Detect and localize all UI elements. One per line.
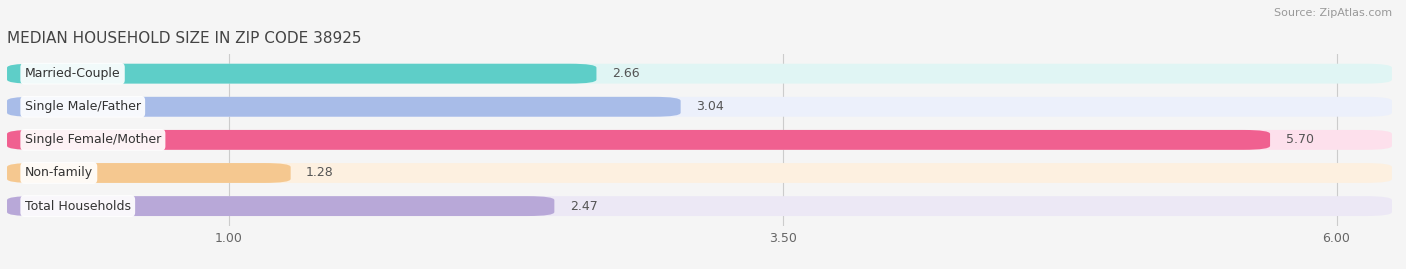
Text: 1.28: 1.28 [307,167,333,179]
Text: 2.66: 2.66 [612,67,640,80]
Text: 3.04: 3.04 [696,100,724,113]
FancyBboxPatch shape [7,130,1270,150]
FancyBboxPatch shape [7,163,291,183]
Text: Total Households: Total Households [25,200,131,213]
Text: Single Male/Father: Single Male/Father [25,100,141,113]
FancyBboxPatch shape [7,64,1392,84]
Text: Source: ZipAtlas.com: Source: ZipAtlas.com [1274,8,1392,18]
FancyBboxPatch shape [7,163,1392,183]
FancyBboxPatch shape [7,64,596,84]
Text: 5.70: 5.70 [1285,133,1313,146]
Text: Single Female/Mother: Single Female/Mother [25,133,162,146]
Text: Non-family: Non-family [25,167,93,179]
FancyBboxPatch shape [7,196,1392,216]
Text: Married-Couple: Married-Couple [25,67,121,80]
Text: 2.47: 2.47 [569,200,598,213]
Text: MEDIAN HOUSEHOLD SIZE IN ZIP CODE 38925: MEDIAN HOUSEHOLD SIZE IN ZIP CODE 38925 [7,31,361,46]
FancyBboxPatch shape [7,97,1392,117]
FancyBboxPatch shape [7,130,1392,150]
FancyBboxPatch shape [7,196,554,216]
FancyBboxPatch shape [7,97,681,117]
